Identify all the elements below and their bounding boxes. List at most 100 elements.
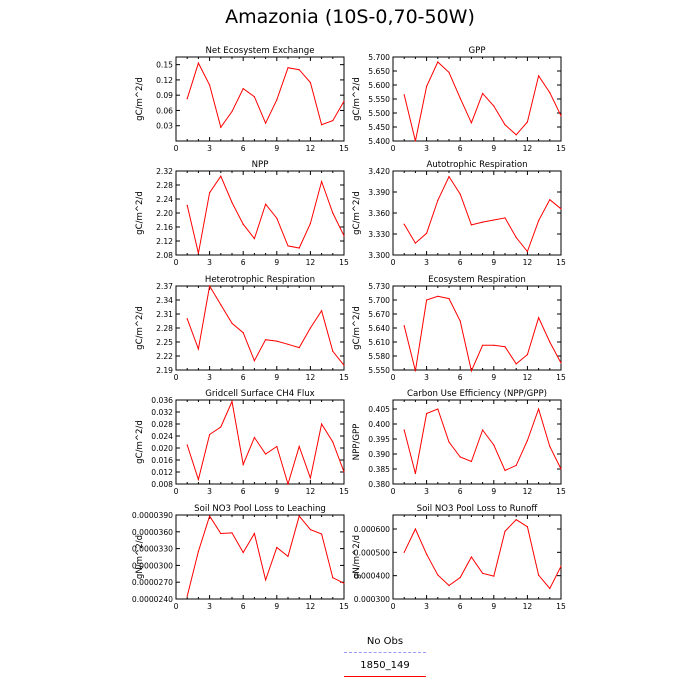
data-point bbox=[504, 469, 506, 472]
y-tick-label: 0.0000360 bbox=[132, 528, 173, 537]
x-tick-label: 15 bbox=[556, 602, 566, 611]
data-point bbox=[253, 532, 255, 535]
data-point bbox=[414, 528, 416, 530]
x-tick-label: 3 bbox=[207, 373, 212, 382]
y-tick-label: 0.016 bbox=[151, 456, 173, 465]
y-tick-label: 2.31 bbox=[156, 310, 173, 319]
data-point bbox=[482, 429, 484, 431]
data-point bbox=[560, 115, 562, 117]
y-tick-label: 0.020 bbox=[151, 444, 173, 453]
y-tick-label: 0.06 bbox=[156, 106, 173, 115]
x-tick-label: 9 bbox=[274, 602, 279, 611]
y-tick-label: 3.360 bbox=[368, 209, 390, 218]
legend-obs-line bbox=[344, 652, 426, 653]
data-point bbox=[470, 556, 472, 558]
data-point bbox=[298, 515, 300, 517]
data-point bbox=[220, 426, 222, 428]
y-tick-label: 0.000300 bbox=[354, 595, 390, 604]
data-point bbox=[197, 252, 199, 254]
data-point bbox=[515, 236, 517, 239]
data-point bbox=[253, 96, 255, 98]
data-point bbox=[242, 463, 244, 466]
data-point bbox=[309, 477, 311, 479]
y-tick-label: 0.0000300 bbox=[132, 561, 173, 570]
y-tick-label: 2.28 bbox=[156, 181, 173, 190]
data-point bbox=[426, 85, 428, 87]
data-point bbox=[231, 322, 233, 324]
x-tick-label: 15 bbox=[339, 373, 349, 382]
data-point bbox=[298, 247, 300, 249]
data-point bbox=[448, 441, 450, 443]
data-point bbox=[197, 550, 199, 553]
data-point bbox=[493, 444, 495, 446]
panel-title: Gridcell Surface CH4 Flux bbox=[205, 389, 315, 399]
y-tick-label: 0.008 bbox=[151, 480, 173, 489]
series-line bbox=[403, 407, 562, 474]
data-point bbox=[186, 204, 188, 206]
plot-frame bbox=[175, 514, 345, 600]
y-axis-label: gN/m^2/d bbox=[352, 535, 362, 579]
chart-panel: Gridcell Surface CH4 Flux gC/m^2/d 0 3 6 9 12 1… bbox=[135, 389, 349, 496]
data-point bbox=[482, 221, 484, 223]
chart-panel: GPP gC/m^2/d 0 3 6 9 12 15 5.400 5.450 5.500 5.550 5… bbox=[352, 46, 566, 153]
data-point bbox=[265, 122, 267, 124]
y-tick-label: 2.19 bbox=[156, 366, 173, 375]
y-tick-label: 0.0000240 bbox=[132, 595, 173, 604]
data-point bbox=[504, 346, 506, 348]
data-point bbox=[209, 84, 211, 86]
y-tick-label: 2.28 bbox=[156, 324, 173, 333]
data-point bbox=[493, 344, 495, 346]
x-tick-label: 0 bbox=[174, 487, 179, 496]
data-point bbox=[197, 348, 199, 350]
data-point bbox=[253, 360, 255, 362]
data-point bbox=[265, 579, 267, 581]
x-tick-label: 9 bbox=[274, 258, 279, 267]
data-point bbox=[298, 69, 300, 71]
series-line bbox=[186, 175, 345, 254]
y-tick-label: 5.450 bbox=[368, 123, 390, 132]
data-point bbox=[437, 295, 439, 297]
series-line bbox=[186, 514, 345, 597]
data-point bbox=[526, 354, 529, 356]
y-tick-label: 0.036 bbox=[151, 396, 173, 405]
x-tick-label: 12 bbox=[306, 373, 316, 382]
data-point bbox=[538, 574, 540, 576]
y-tick-label: 0.0000270 bbox=[132, 578, 173, 587]
x-tick-label: 9 bbox=[274, 373, 279, 382]
x-tick-label: 0 bbox=[174, 602, 179, 611]
x-tick-label: 9 bbox=[491, 144, 496, 153]
data-point bbox=[515, 519, 517, 521]
data-point bbox=[209, 285, 211, 287]
data-point bbox=[482, 572, 484, 574]
y-axis-label: gC/m^2/d bbox=[352, 306, 362, 350]
legend-model-label: 1850_149 bbox=[360, 660, 410, 671]
data-point bbox=[287, 343, 289, 345]
data-point bbox=[209, 433, 211, 436]
data-point bbox=[343, 235, 345, 237]
data-point bbox=[242, 88, 244, 90]
data-point bbox=[403, 94, 405, 96]
data-point bbox=[403, 429, 405, 431]
y-tick-label: 3.300 bbox=[368, 251, 390, 260]
data-point bbox=[220, 532, 222, 535]
x-tick-label: 3 bbox=[207, 258, 212, 267]
x-tick-label: 15 bbox=[556, 373, 566, 382]
data-point bbox=[515, 363, 517, 365]
panel-title: Heterotrophic Respiration bbox=[205, 275, 315, 285]
data-point bbox=[231, 532, 233, 534]
data-point bbox=[560, 362, 562, 364]
data-point bbox=[526, 526, 529, 528]
panel-title: GPP bbox=[468, 46, 485, 56]
data-point bbox=[287, 245, 289, 247]
data-point bbox=[321, 124, 323, 126]
y-tick-label: 2.32 bbox=[156, 167, 173, 176]
y-axis-label: NPP/GPP bbox=[352, 424, 362, 461]
data-point bbox=[560, 565, 562, 567]
x-tick-label: 0 bbox=[174, 373, 179, 382]
data-point bbox=[186, 98, 188, 100]
y-tick-label: 5.640 bbox=[368, 324, 390, 333]
y-tick-label: 0.032 bbox=[151, 408, 173, 417]
data-point bbox=[482, 92, 484, 94]
x-tick-label: 12 bbox=[306, 258, 316, 267]
y-tick-label: 0.0000330 bbox=[132, 545, 173, 554]
